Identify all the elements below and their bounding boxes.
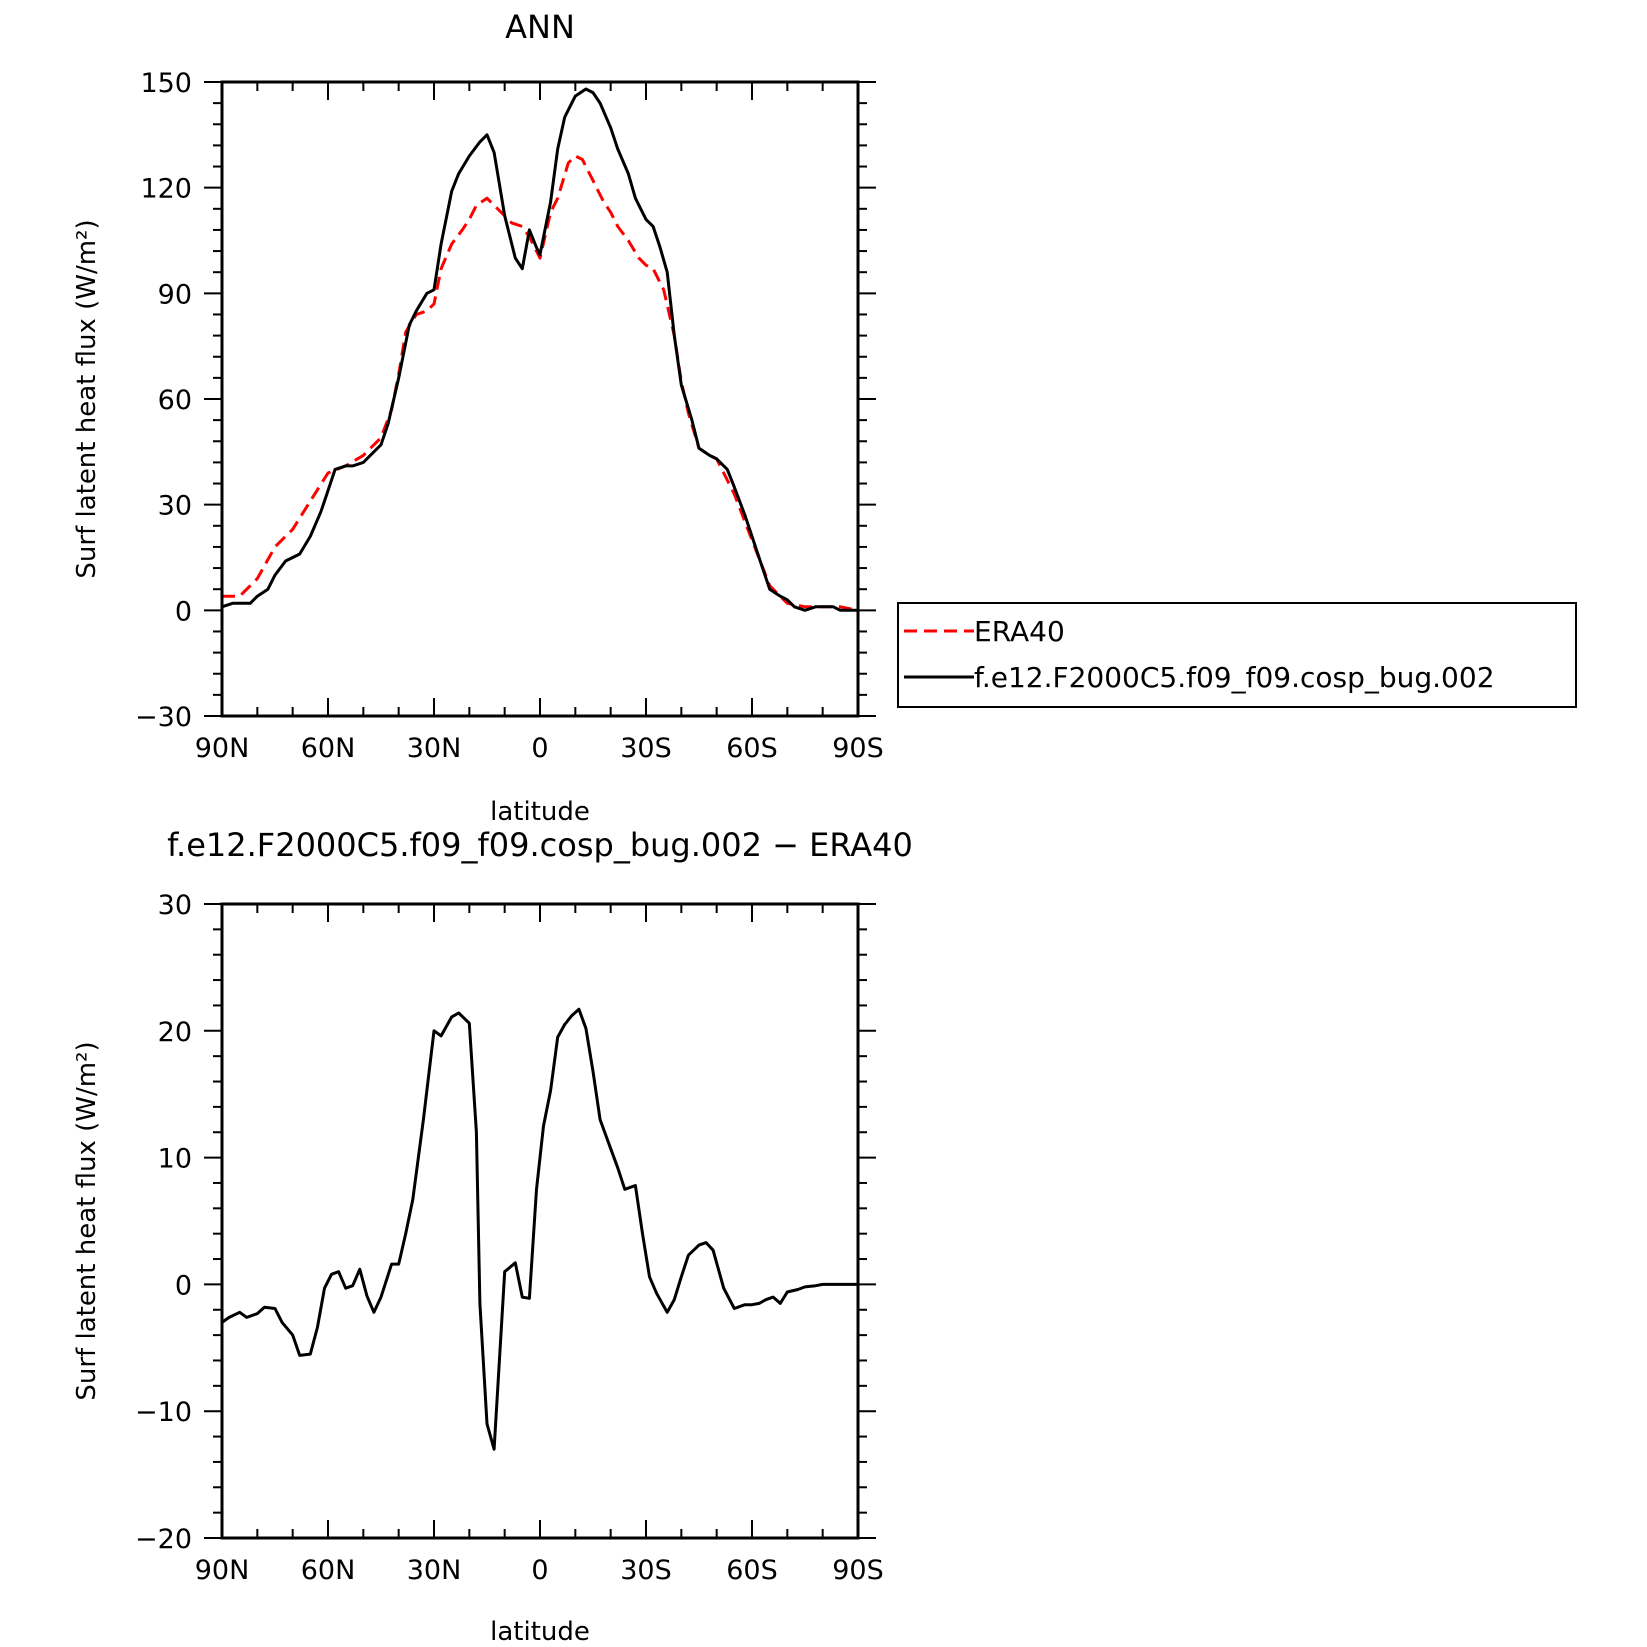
x-tick-label: 60N	[301, 1555, 356, 1586]
bottom-chart-title: f.e12.F2000C5.f09_f09.cosp_bug.002 − ERA…	[167, 826, 913, 864]
x-tick-label: 90N	[195, 1555, 250, 1586]
bottom-chart-y-axis-label: Surf latent heat flux (W/m²)	[72, 1041, 102, 1400]
bottom-chart-x-axis-label: latitude	[490, 1617, 590, 1647]
bottom-chart-series	[221, 1007, 858, 1451]
legend-label-era40: ERA40	[974, 615, 1065, 648]
y-tick-label: 60	[158, 385, 192, 416]
x-tick-label: 60S	[726, 733, 778, 764]
top-chart-series	[221, 87, 859, 612]
top-chart-title: ANN	[505, 8, 575, 46]
y-tick-label: 150	[140, 68, 192, 99]
x-tick-label: 30N	[407, 1555, 462, 1586]
x-tick-label: 0	[531, 1555, 548, 1586]
x-tick-label: 60S	[726, 1555, 778, 1586]
top-chart-panel: ANN latitude Surf latent heat flux (W/m²…	[72, 8, 884, 827]
x-tick-label: 60N	[301, 733, 356, 764]
y-tick-label: −10	[135, 1397, 192, 1428]
x-tick-label: 30S	[620, 1555, 672, 1586]
y-tick-label: 0	[175, 596, 192, 627]
top-chart-y-axis-label: Surf latent heat flux (W/m²)	[72, 219, 102, 578]
series-line-model	[221, 1007, 858, 1451]
x-tick-label: 30N	[407, 733, 462, 764]
x-tick-label: 90S	[832, 733, 884, 764]
legend-label-model: f.e12.F2000C5.f09_f09.cosp_bug.002	[974, 661, 1495, 694]
bottom-chart-ticks: 90N 60N 30N 0 30S 60S 90S −20 −10 0 10 20 30	[135, 890, 884, 1586]
y-tick-label: 20	[158, 1017, 192, 1048]
y-tick-label: 30	[158, 890, 192, 921]
y-tick-label: 90	[158, 279, 192, 310]
bottom-chart-panel: f.e12.F2000C5.f09_f09.cosp_bug.002 − ERA…	[72, 826, 913, 1647]
top-chart-x-axis-label: latitude	[490, 797, 590, 827]
y-tick-label: −30	[135, 702, 192, 733]
y-tick-label: 120	[140, 174, 192, 205]
y-tick-label: 0	[175, 1270, 192, 1301]
y-tick-label: −20	[135, 1524, 192, 1555]
x-tick-label: 30S	[620, 733, 672, 764]
y-tick-label: 30	[158, 491, 192, 522]
legend-box	[897, 602, 1577, 708]
x-tick-label: 90N	[195, 733, 250, 764]
series-line-era40	[222, 154, 859, 612]
y-tick-label: 10	[158, 1144, 192, 1175]
top-chart-plot-frame	[220, 80, 860, 718]
x-tick-label: 90S	[832, 1555, 884, 1586]
top-chart-ticks: 90N 60N 30N 0 30S 60S 90S −30 0 30 60 90 120 150	[135, 68, 884, 764]
series-line-model	[221, 87, 858, 612]
x-tick-label: 0	[531, 733, 548, 764]
legend: ERA40 f.e12.F2000C5.f09_f09.cosp_bug.002	[897, 602, 1577, 708]
bottom-chart-plot-frame	[220, 902, 860, 1540]
